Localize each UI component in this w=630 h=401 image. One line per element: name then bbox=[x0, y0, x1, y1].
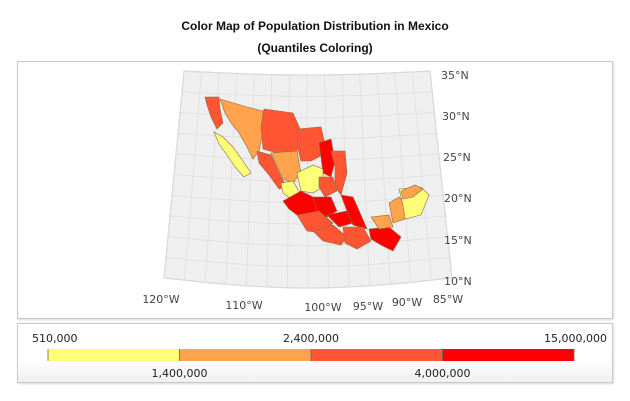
lat-tick-label: 35°N bbox=[441, 69, 469, 82]
graticule-parallel bbox=[167, 236, 448, 246]
legend-label-bottom: 4,000,000 bbox=[415, 367, 471, 380]
chart-title: Color Map of Population Distribution in … bbox=[181, 19, 449, 33]
map-panel: 120°W 110°W 100°W 95°W 90°W 85°W 35°N 30°N 25°N 2… bbox=[17, 61, 613, 319]
lat-tick-label: 15°N bbox=[444, 234, 472, 247]
region-baja-california[interactable] bbox=[204, 96, 224, 130]
lon-tick-label: 120°W bbox=[142, 293, 179, 306]
region-sonora[interactable] bbox=[219, 98, 264, 160]
legend-label-top: 510,000 bbox=[32, 332, 78, 345]
lon-tick-label: 85°W bbox=[433, 293, 463, 306]
legend-scale: 510,000 2,400,000 15,000,000 1,400,000 4,000… bbox=[32, 332, 607, 380]
region-guerrero[interactable] bbox=[312, 224, 348, 246]
legend-label-bottom: 1,400,000 bbox=[152, 367, 208, 380]
lat-tick-label: 30°N bbox=[442, 110, 470, 123]
lat-tick-label: 25°N bbox=[443, 151, 471, 164]
color-legend: 510,000 2,400,000 15,000,000 1,400,000 4,000… bbox=[17, 323, 613, 383]
legend-swatch bbox=[311, 349, 443, 361]
graticule-parallel bbox=[179, 112, 435, 118]
region-veracruz[interactable] bbox=[340, 194, 368, 230]
lat-tick-label: 20°N bbox=[444, 192, 472, 205]
lon-tick-label: 90°W bbox=[392, 296, 422, 309]
lat-tick-label: 10°N bbox=[444, 275, 472, 288]
legend-label-top: 2,400,000 bbox=[283, 332, 339, 345]
region-durango[interactable] bbox=[270, 150, 302, 184]
lon-tick-label: 95°W bbox=[353, 300, 383, 313]
region-yucatan-north[interactable] bbox=[400, 184, 424, 200]
axis-ticks: 120°W 110°W 100°W 95°W 90°W 85°W 35°N 30°N 25°N 2… bbox=[142, 69, 471, 314]
regions bbox=[204, 96, 430, 252]
lon-tick-label: 110°W bbox=[225, 299, 262, 312]
graticule-parallel bbox=[181, 91, 433, 97]
region-oaxaca[interactable] bbox=[342, 226, 372, 250]
graticule-parallel bbox=[183, 70, 431, 76]
region-tabasco[interactable] bbox=[370, 214, 394, 230]
mexico-map: 120°W 110°W 100°W 95°W 90°W 85°W 35°N 30°N 25°N 2… bbox=[142, 69, 471, 314]
graticule-parallel bbox=[163, 277, 453, 289]
legend-swatch bbox=[48, 349, 180, 361]
chart-subtitle: (Quantiles Coloring) bbox=[257, 41, 373, 55]
region-baja-california-sur[interactable] bbox=[213, 131, 252, 178]
region-san-luis-potosi[interactable] bbox=[318, 176, 338, 198]
legend-swatch bbox=[179, 349, 311, 361]
legend-label-top: 15,000,000 bbox=[544, 332, 607, 345]
lon-tick-label: 100°W bbox=[304, 301, 341, 314]
graticule-parallel bbox=[165, 256, 450, 268]
region-coahuila[interactable] bbox=[296, 126, 328, 162]
legend-swatch bbox=[442, 349, 574, 361]
